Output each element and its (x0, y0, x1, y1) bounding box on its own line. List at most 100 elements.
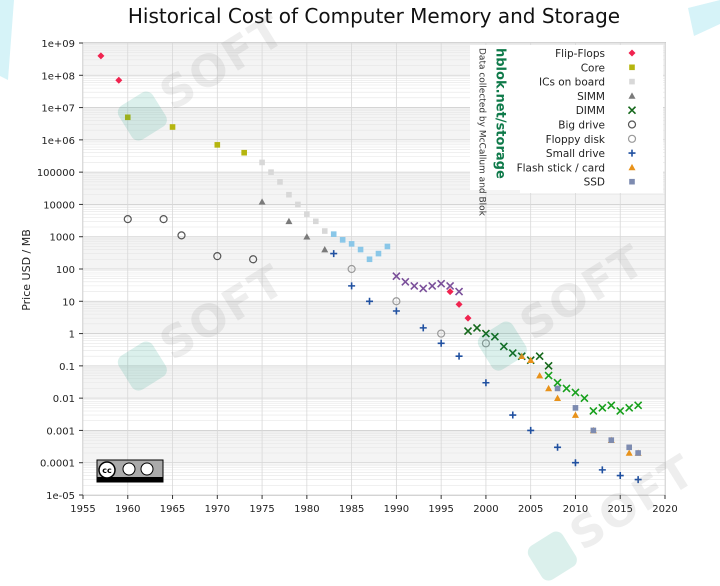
y-tick-label: 1e+08 (41, 71, 75, 82)
data-point (313, 218, 319, 225)
data-point (366, 256, 373, 263)
data-point (375, 250, 382, 257)
data-point (213, 252, 222, 261)
y-tick-label: 0.0001 (40, 459, 75, 470)
y-axis: 1e+091e+081e+071e+0610000010000100010010… (37, 39, 83, 502)
data-point (554, 443, 562, 451)
data-point (482, 379, 490, 387)
data-point (392, 297, 401, 306)
data-point (258, 198, 266, 205)
legend-label: Flash stick / card (517, 162, 605, 174)
data-point (509, 411, 517, 419)
data-point (571, 388, 580, 397)
data-point (590, 427, 597, 434)
data-point (634, 401, 643, 410)
data-point (499, 342, 508, 351)
legend-item: Flip-Flops (555, 48, 636, 60)
source-box-background (470, 45, 520, 190)
data-point (625, 403, 634, 412)
corner-shape-right (688, 0, 720, 36)
data-point (437, 339, 445, 347)
grid-band (83, 333, 665, 366)
legend-label: SSD (584, 177, 605, 189)
data-point (177, 231, 186, 240)
legend-marker (627, 120, 637, 129)
legend-item: SSD (584, 177, 635, 189)
data-points (97, 52, 643, 484)
data-point (562, 384, 571, 393)
chart: 1e+091e+081e+071e+0610000010000100010010… (20, 39, 678, 515)
legend-label: Core (581, 62, 605, 74)
data-point (554, 385, 561, 392)
legend-marker (628, 92, 636, 99)
y-tick-label: 1e+07 (41, 104, 75, 115)
grid-band (83, 430, 665, 463)
cc-icon (98, 461, 116, 479)
y-tick-label: 10 (62, 297, 75, 308)
data-point (169, 124, 176, 130)
grid-band (83, 236, 665, 269)
data-point (401, 277, 410, 286)
data-point (357, 246, 364, 253)
data-point (455, 352, 463, 360)
x-tick-label: 1980 (294, 504, 319, 515)
data-point (589, 406, 598, 416)
series-small-drive (330, 250, 642, 484)
data-point (464, 314, 472, 322)
data-point (268, 169, 274, 175)
series-unlabeled (446, 288, 472, 322)
grid-band (83, 269, 665, 302)
x-tick-label: 1965 (160, 504, 185, 515)
x-tick-label: 1960 (115, 504, 140, 515)
y-tick-label: 1e-05 (46, 491, 75, 502)
legend-label: ICs on board (539, 77, 605, 89)
data-point (348, 241, 355, 247)
data-point (419, 324, 427, 332)
data-point (384, 243, 391, 250)
data-point (527, 356, 535, 363)
legend-marker (628, 149, 636, 157)
data-point (545, 384, 553, 392)
data-point (607, 401, 616, 410)
data-point (544, 371, 553, 380)
series-flip-flops (97, 52, 123, 84)
data-point (481, 329, 490, 338)
data-point (392, 307, 400, 315)
legend-label: Floppy disk (546, 134, 606, 146)
legend: Flip-Flops Core ICs on board SIMM DIMM Big dr… (517, 45, 663, 193)
x-tick-label: 1985 (339, 504, 364, 515)
y-tick-label: 0.01 (53, 394, 75, 405)
data-point (472, 323, 482, 332)
corner-decoration-left (0, 0, 14, 80)
data-point (277, 179, 283, 185)
data-point (626, 444, 632, 451)
data-point (419, 284, 428, 293)
data-point (625, 449, 633, 456)
series-unlabeled (330, 231, 391, 263)
data-point (159, 215, 168, 224)
data-point (554, 394, 562, 401)
series-simm (258, 198, 329, 253)
data-point (571, 411, 579, 418)
legend-marker (629, 78, 635, 85)
y-axis-label: Price USD / MB (20, 229, 33, 311)
license-badge: cc (96, 459, 164, 483)
series-big-drive (123, 215, 258, 264)
grid-band (83, 301, 665, 334)
data-point (241, 149, 247, 156)
data-point (544, 361, 553, 370)
data-point (339, 237, 346, 243)
data-point (508, 348, 517, 358)
x-tick-label: 2010 (563, 504, 588, 515)
chart-title: Historical Cost of Computer Memory and S… (127, 4, 621, 28)
legend-marker (628, 163, 636, 171)
data-point (286, 191, 292, 198)
data-point (348, 282, 356, 290)
data-point (616, 472, 624, 480)
legend-item: Floppy disk (546, 134, 637, 146)
legend-label: Small drive (546, 148, 605, 160)
data-point (249, 255, 258, 264)
data-point (321, 228, 328, 234)
x-tick-label: 1955 (70, 504, 95, 515)
legend-label: DIMM (576, 105, 605, 117)
